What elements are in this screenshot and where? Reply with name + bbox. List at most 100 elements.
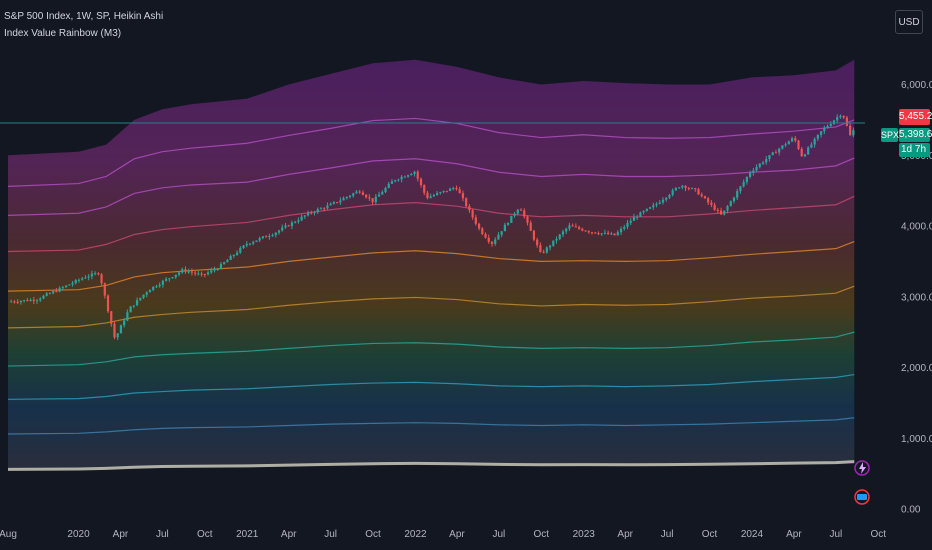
candle-body [532,230,536,240]
candle-body [187,271,190,273]
candle-body [171,277,174,279]
candle-body [658,202,661,204]
candle-body [423,185,426,193]
candle-body [694,188,697,190]
candle-body [181,269,184,273]
candle-body [235,252,239,255]
candle-body [223,262,226,265]
candle-body [561,231,565,235]
candle-body [752,170,755,173]
candle-body [155,286,158,288]
candle-body [290,222,294,227]
event-icons [854,460,870,505]
candle-body [129,306,132,313]
candle-body [536,239,539,246]
candle-body [10,301,13,303]
candle-body [852,130,855,136]
time-axis[interactable]: Aug 2020 Apr Jul Oct 2021 Apr Jul Oct 2022 Apr Jul O… [0,522,932,550]
symbol-tag: SPX [881,128,900,142]
candle-body [23,300,26,302]
candle-body [607,232,610,235]
candle-body [571,225,574,227]
high-price-tag: 5,455.20 [899,109,932,125]
candle-body [26,300,29,302]
candle-body [113,323,116,338]
candle-body [719,210,723,215]
candle-body [132,305,135,307]
candle-body [687,188,690,190]
candle-body [797,140,800,149]
rainbow-band-line [7,157,855,216]
candle-body [581,228,584,231]
time-tick-label: Oct [534,529,550,540]
time-tick-label: Apr [113,529,129,540]
candle-body [458,189,461,194]
candle-body [629,220,632,223]
price-axis[interactable]: 0.001,000.002,000.003,000.004,000.005,00… [865,0,932,550]
candle-body [548,245,552,248]
candle-body [545,247,548,253]
candle-body [13,301,16,303]
candle-body [355,191,358,194]
candle-body [761,162,765,164]
candle-body [700,194,703,197]
candle-body [442,190,445,193]
rainbow-band-line [7,373,855,400]
candle-body [413,171,416,174]
candle-body [574,226,577,228]
candle-body [371,198,374,203]
candle-body [632,216,636,221]
candle-body [723,210,726,215]
candle-body [106,295,110,312]
candle-body [58,287,61,292]
candle-body [245,243,248,246]
indicator-label[interactable]: Index Value Rainbow (M3) [4,28,122,39]
candle-body [39,298,42,301]
currency-button[interactable]: USD [895,10,923,34]
candle-body [674,188,677,191]
candle-body [503,224,506,232]
chart-title: S&P 500 Index, 1W, SP, Heikin Ashi [4,11,164,22]
time-tick-label: Apr [786,529,802,540]
candle-body [713,204,716,210]
rainbow-band-line [7,195,855,253]
candle-body [32,299,35,302]
time-tick-label: Jul [156,529,169,540]
candle-body [494,239,497,244]
time-tick-label: Jul [492,529,505,540]
candle-body [48,293,52,295]
candle-body [552,240,555,246]
candle-body [19,300,23,303]
candle-body [281,227,284,231]
candle-body [778,148,781,153]
candle-body [323,208,326,210]
candle-body [400,176,403,180]
candle-body [103,283,106,296]
candle-body [555,239,558,241]
last-price-tag: 5,398.67 [899,128,932,142]
rainbow-band-line [7,285,855,329]
candle-body [126,312,129,321]
candle-body [42,295,45,299]
candle-body [794,138,797,141]
candle-body [829,123,832,127]
candle-body [110,311,113,324]
time-tick-label: Aug [0,529,17,540]
candle-body [271,235,274,237]
candle-body [226,259,229,263]
candle-body [16,301,19,303]
candle-body [749,172,752,177]
candle-body [77,279,81,281]
time-tick-label: Oct [870,529,886,540]
candle-body [648,207,652,209]
candle-body [339,200,342,203]
candle-body [203,274,206,276]
time-tick-label: Jul [324,529,337,540]
candle-body [200,273,203,275]
candle-body [71,283,74,285]
candle-body [377,194,381,197]
candle-body [481,228,484,234]
candle-body [74,280,77,284]
candle-body [613,233,616,236]
